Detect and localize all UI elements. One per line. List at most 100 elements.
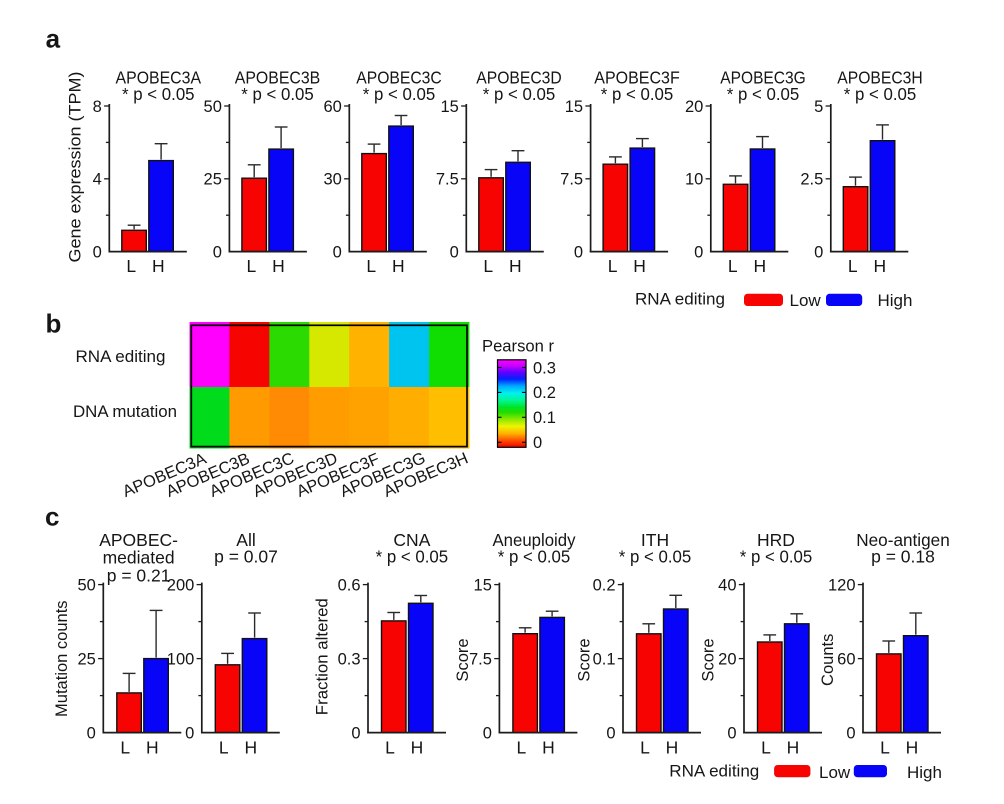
svg-text:L: L	[247, 256, 257, 276]
svg-text:0: 0	[814, 243, 823, 261]
svg-text:H: H	[906, 738, 919, 758]
svg-text:* p < 0.05: * p < 0.05	[619, 547, 692, 567]
svg-text:0: 0	[846, 724, 855, 742]
svg-text:0.3: 0.3	[338, 650, 361, 668]
svg-text:0.6: 0.6	[338, 576, 361, 594]
svg-text:L: L	[120, 738, 130, 758]
svg-text:* p < 0.05: * p < 0.05	[498, 547, 571, 567]
svg-text:H: H	[873, 256, 886, 276]
svg-text:Score: Score	[454, 638, 472, 681]
svg-text:8: 8	[93, 98, 102, 116]
svg-text:10: 10	[685, 171, 703, 189]
svg-text:20: 20	[685, 98, 703, 116]
svg-text:L: L	[761, 738, 771, 758]
svg-text:* p < 0.05: * p < 0.05	[241, 84, 314, 104]
svg-text:200: 200	[167, 576, 195, 594]
svg-text:* p < 0.05: * p < 0.05	[601, 84, 674, 104]
svg-text:0.1: 0.1	[593, 650, 616, 668]
svg-text:a: a	[46, 24, 61, 54]
svg-text:7.5: 7.5	[436, 171, 459, 189]
svg-text:c: c	[45, 502, 59, 532]
svg-text:40: 40	[718, 576, 736, 594]
svg-text:L: L	[517, 738, 527, 758]
svg-text:Fraction altered: Fraction altered	[314, 598, 332, 715]
svg-text:0: 0	[533, 434, 542, 452]
svg-text:* p < 0.05: * p < 0.05	[727, 84, 800, 104]
svg-text:HRD: HRD	[757, 530, 795, 550]
svg-text:H: H	[146, 738, 159, 758]
svg-text:0: 0	[574, 243, 583, 261]
svg-text:0: 0	[694, 243, 703, 261]
svg-text:High: High	[878, 291, 913, 310]
svg-text:DNA mutation: DNA mutation	[73, 402, 177, 421]
svg-text:30: 30	[323, 171, 341, 189]
svg-text:mediated: mediated	[103, 548, 175, 568]
svg-text:L: L	[219, 738, 229, 758]
svg-text:APOBEC3A: APOBEC3A	[116, 68, 202, 88]
svg-text:APOBEC3D: APOBEC3D	[476, 68, 562, 88]
svg-text:25: 25	[204, 171, 222, 189]
svg-text:0: 0	[606, 724, 615, 742]
svg-text:Score: Score	[700, 638, 718, 681]
svg-text:Low: Low	[790, 291, 822, 310]
svg-text:0: 0	[450, 243, 459, 261]
svg-text:H: H	[787, 738, 800, 758]
svg-text:H: H	[509, 256, 522, 276]
svg-text:* p < 0.05: * p < 0.05	[844, 84, 917, 104]
svg-text:L: L	[385, 738, 395, 758]
svg-text:b: b	[46, 308, 62, 338]
svg-text:L: L	[608, 256, 618, 276]
svg-text:RNA editing: RNA editing	[669, 761, 759, 780]
svg-text:* p < 0.05: * p < 0.05	[363, 84, 436, 104]
svg-text:p = 0.18: p = 0.18	[871, 547, 935, 567]
svg-text:High: High	[907, 763, 942, 782]
svg-text:0: 0	[213, 243, 222, 261]
svg-text:Neo-antigen: Neo-antigen	[856, 530, 950, 550]
svg-text:H: H	[152, 256, 165, 276]
svg-text:Aneuploidy: Aneuploidy	[493, 530, 576, 550]
svg-text:2.5: 2.5	[800, 171, 823, 189]
svg-text:APOBEC3H: APOBEC3H	[837, 68, 923, 88]
svg-text:p = 0.07: p = 0.07	[214, 547, 278, 567]
svg-text:0: 0	[727, 724, 736, 742]
svg-text:100: 100	[167, 650, 195, 668]
svg-text:CNA: CNA	[393, 530, 430, 550]
svg-text:APOBEC-: APOBEC-	[99, 530, 178, 550]
svg-text:H: H	[272, 256, 285, 276]
svg-text:* p < 0.05: * p < 0.05	[740, 547, 813, 567]
svg-text:RNA editing: RNA editing	[635, 289, 725, 308]
svg-text:Mutation counts: Mutation counts	[53, 600, 71, 716]
svg-text:25: 25	[77, 650, 95, 668]
svg-text:0.1: 0.1	[533, 409, 556, 427]
svg-text:L: L	[848, 256, 858, 276]
svg-text:50: 50	[204, 98, 222, 116]
svg-text:L: L	[880, 738, 890, 758]
svg-text:0.2: 0.2	[593, 576, 616, 594]
svg-text:0: 0	[483, 724, 492, 742]
svg-text:H: H	[633, 256, 646, 276]
svg-text:15: 15	[440, 98, 458, 116]
svg-text:20: 20	[718, 650, 736, 668]
svg-text:* p < 0.05: * p < 0.05	[122, 84, 195, 104]
svg-text:H: H	[392, 256, 405, 276]
svg-text:ITH: ITH	[641, 530, 669, 550]
svg-text:H: H	[542, 738, 555, 758]
svg-text:H: H	[666, 738, 679, 758]
svg-text:50: 50	[77, 576, 95, 594]
svg-text:APOBEC3F: APOBEC3F	[594, 68, 680, 88]
svg-text:0: 0	[185, 724, 194, 742]
svg-text:L: L	[126, 256, 136, 276]
svg-text:120: 120	[828, 576, 856, 594]
svg-text:Score: Score	[576, 638, 594, 681]
svg-text:5: 5	[814, 98, 823, 116]
svg-text:15: 15	[565, 98, 583, 116]
svg-text:Counts: Counts	[819, 634, 837, 686]
svg-text:APOBEC3C: APOBEC3C	[356, 68, 442, 88]
svg-text:H: H	[753, 256, 766, 276]
svg-text:All: All	[236, 530, 255, 550]
svg-text:0: 0	[333, 243, 342, 261]
svg-text:60: 60	[323, 98, 341, 116]
svg-text:4: 4	[93, 171, 102, 189]
svg-text:60: 60	[837, 650, 855, 668]
svg-text:7.5: 7.5	[469, 650, 492, 668]
